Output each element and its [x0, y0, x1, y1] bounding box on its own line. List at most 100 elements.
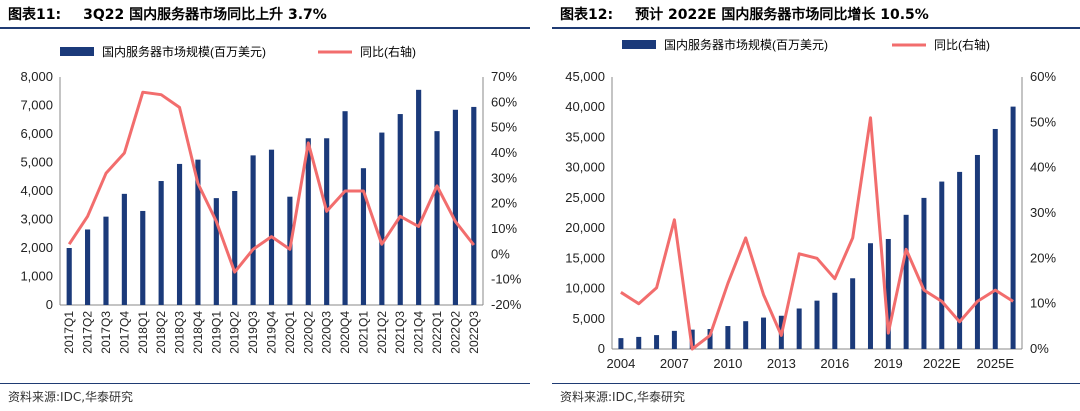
right-axis-tick-label: -10%: [491, 272, 522, 287]
x-axis-tick-label: 2020Q4: [338, 311, 352, 354]
title-rule: [552, 27, 1080, 29]
right-axis-tick-label: 30%: [1030, 205, 1056, 220]
x-axis-tick-label: 2022E: [923, 356, 961, 371]
x-axis-tick-label: 2017Q2: [81, 311, 95, 354]
bar: [158, 181, 164, 305]
x-axis-tick-label: 2017Q1: [62, 311, 76, 354]
bar: [850, 278, 856, 349]
bar: [195, 159, 201, 305]
x-axis-tick-label: 2021Q2: [375, 311, 389, 354]
left-axis-tick-label: 5,000: [20, 155, 53, 170]
x-axis-tick-label: 2013: [767, 356, 796, 371]
bar: [671, 330, 677, 349]
source-rule: [0, 383, 530, 384]
left-axis-tick-label: 8,000: [20, 69, 53, 84]
x-axis-tick-label: 2010: [713, 356, 742, 371]
x-axis-tick-label: 2018Q3: [173, 311, 187, 354]
bar: [974, 154, 980, 349]
bar: [761, 317, 767, 349]
bar: [903, 214, 909, 349]
right-axis-tick-label: 40%: [491, 145, 517, 160]
right-axis-tick-label: 70%: [491, 69, 517, 84]
left-axis-tick-label: 45,000: [565, 69, 605, 84]
bar: [636, 336, 642, 349]
bar: [360, 168, 367, 305]
bar: [397, 114, 403, 305]
bar: [103, 216, 109, 305]
chart-title: 图表11: 3Q22 国内服务器市场同比上升 3.7%: [8, 7, 327, 23]
bar: [140, 210, 146, 305]
right-axis-tick-label: 20%: [491, 196, 517, 211]
right-axis-tick-label: 40%: [1030, 160, 1056, 175]
x-axis-tick-label: 2022Q3: [467, 311, 481, 354]
left-axis-tick-label: 1,000: [20, 269, 53, 284]
legend-label-bar: 国内服务器市场规模(百万美元): [102, 44, 266, 59]
right-axis-tick-label: 50%: [1030, 114, 1056, 129]
bar: [121, 193, 127, 305]
bar: [324, 138, 330, 305]
bar: [743, 321, 749, 349]
bar: [176, 163, 183, 305]
right-axis-tick-label: 0%: [491, 246, 510, 261]
bar: [250, 155, 256, 305]
bar: [1010, 106, 1016, 350]
bar: [232, 191, 238, 305]
bar: [416, 89, 422, 305]
left-axis-tick-label: 4,000: [20, 183, 53, 198]
yoy-line: [620, 116, 1014, 351]
x-axis-tick-label: 2017Q3: [99, 311, 113, 354]
left-axis-tick-label: 25,000: [565, 190, 605, 205]
source-rule: [552, 383, 1080, 384]
bar: [939, 181, 945, 349]
legend-label-line: 同比(右轴): [934, 37, 990, 52]
right-axis-tick-label: 0%: [1030, 341, 1049, 356]
x-axis-tick-label: 2018Q4: [191, 311, 205, 354]
yoy-line: [67, 90, 475, 274]
x-axis-tick-label: 2020Q1: [283, 311, 297, 354]
chart-panel-11: 图表11: 3Q22 国内服务器市场同比上升 3.7% 国内服务器市场规模(百万美…: [0, 0, 530, 411]
bar: [618, 338, 624, 349]
bar: [814, 300, 820, 349]
bar: [379, 132, 385, 305]
legend-swatch-bar: [622, 40, 656, 49]
bar: [305, 138, 311, 305]
left-axis-tick-label: 20,000: [565, 220, 605, 235]
legend-label-bar: 国内服务器市场规模(百万美元): [664, 37, 828, 52]
bar: [921, 197, 927, 349]
right-axis-tick-label: 10%: [491, 221, 517, 236]
x-axis-tick-label: 2019Q2: [228, 311, 242, 354]
x-axis-tick-label: 2019Q1: [209, 311, 223, 354]
x-axis-tick-label: 2019Q3: [246, 311, 260, 354]
x-axis-tick-label: 2021Q1: [356, 311, 370, 354]
bar: [725, 326, 731, 349]
title-rule: [0, 27, 530, 29]
bar: [268, 149, 275, 305]
bar: [992, 128, 998, 349]
left-axis-tick-label: 40,000: [565, 99, 605, 114]
bar: [434, 131, 440, 305]
right-axis-tick-label: 50%: [491, 120, 517, 135]
x-axis-tick-label: 2020Q3: [320, 311, 334, 354]
chart-svg: 国内服务器市场规模(百万美元) 同比(右轴) 0 5,000 10,000 15,000 2…: [565, 37, 1056, 371]
right-axis-tick-label: 30%: [491, 170, 517, 185]
x-axis-tick-label: 2020Q2: [301, 311, 315, 354]
left-axis-tick-label: 3,000: [20, 212, 53, 227]
right-axis-tick-label: 60%: [491, 94, 517, 109]
x-axis-tick-label: 2021Q3: [393, 311, 407, 354]
bar: [471, 106, 477, 305]
x-axis-tick-label: 2019Q4: [265, 311, 279, 354]
bar: [85, 229, 91, 305]
bar: [66, 248, 72, 305]
bar: [213, 198, 219, 305]
bar: [342, 111, 348, 305]
chart-title: 图表12: 预计 2022E 国内服务器市场同比增长 10.5%: [560, 7, 929, 23]
bar: [287, 196, 293, 305]
bar: [867, 243, 873, 349]
x-axis-tick-label: 2018Q1: [136, 311, 150, 354]
chart-svg: 国内服务器市场规模(百万美元) 同比(右轴) 0 1,000 2,000 3,000 4,0…: [20, 44, 522, 354]
x-axis-tick-label: 2019: [874, 356, 903, 371]
bar: [654, 335, 660, 349]
bar: [796, 308, 802, 349]
bar: [452, 109, 458, 306]
right-axis-tick-label: -20%: [491, 297, 522, 312]
